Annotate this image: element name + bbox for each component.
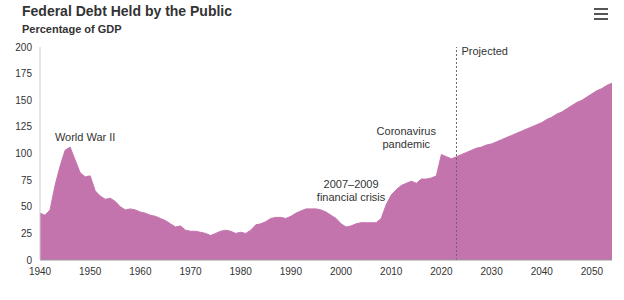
svg-text:25: 25 — [21, 228, 33, 239]
svg-text:1990: 1990 — [280, 266, 303, 277]
svg-text:2030: 2030 — [480, 266, 503, 277]
svg-text:150: 150 — [15, 95, 32, 106]
svg-text:1970: 1970 — [179, 266, 202, 277]
svg-text:1980: 1980 — [230, 266, 253, 277]
svg-text:World War II: World War II — [55, 131, 116, 143]
svg-text:Projected: Projected — [461, 45, 507, 57]
svg-text:Coronaviruspandemic: Coronaviruspandemic — [377, 125, 437, 150]
svg-text:2020: 2020 — [430, 266, 453, 277]
svg-text:50: 50 — [21, 201, 33, 212]
svg-text:2040: 2040 — [531, 266, 554, 277]
svg-text:75: 75 — [21, 175, 33, 186]
svg-text:2010: 2010 — [380, 266, 403, 277]
svg-text:2000: 2000 — [330, 266, 353, 277]
svg-text:2050: 2050 — [581, 266, 604, 277]
svg-text:100: 100 — [15, 148, 32, 159]
svg-text:1960: 1960 — [129, 266, 152, 277]
html-text:Federal Debt Held by the Publi: Federal Debt Held by the Public — [22, 3, 232, 19]
svg-text:200: 200 — [15, 42, 32, 53]
svg-text:0: 0 — [26, 255, 32, 266]
svg-text:175: 175 — [15, 68, 32, 79]
svg-text:125: 125 — [15, 121, 32, 132]
svg-text:1950: 1950 — [79, 266, 102, 277]
svg-text:2007–2009financial crisis: 2007–2009financial crisis — [317, 178, 386, 203]
html-text:Percentage of GDP: Percentage of GDP — [22, 23, 122, 35]
svg-text:1940: 1940 — [29, 266, 52, 277]
